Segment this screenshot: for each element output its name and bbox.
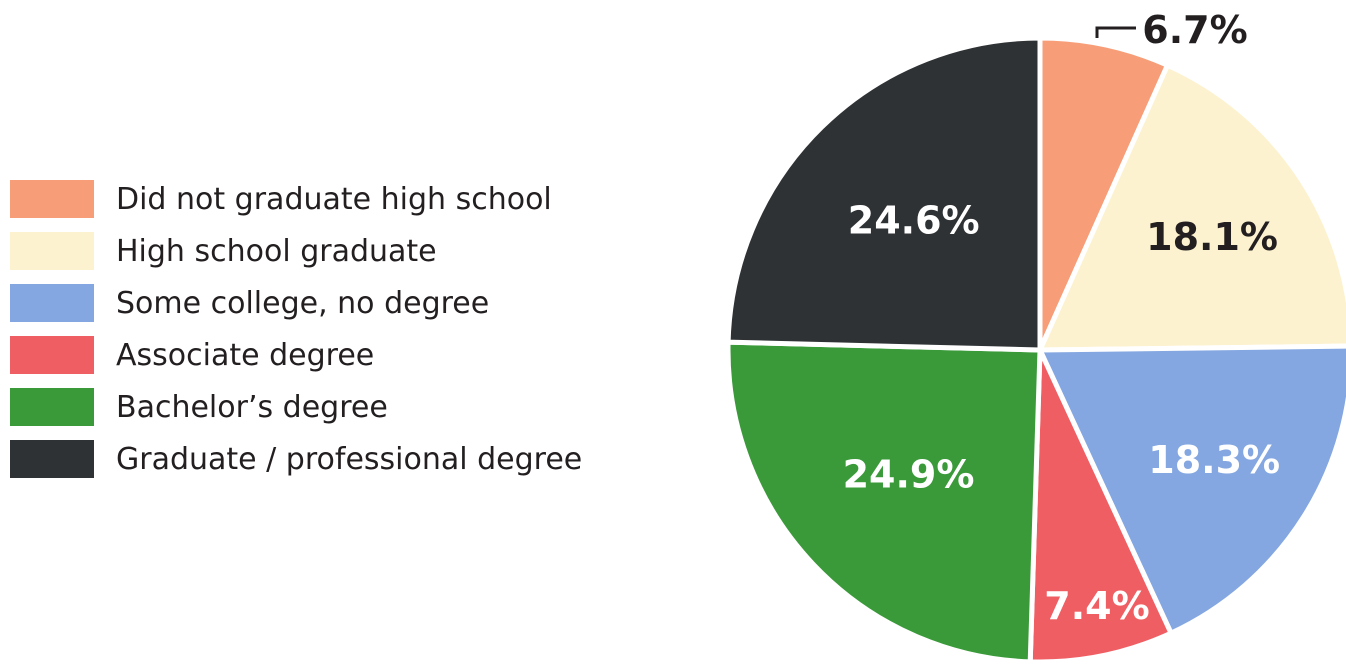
slice-value-label-high-school-graduate: 18.1% bbox=[1146, 215, 1278, 259]
slice-value-label-did-not-graduate-high-school: 6.7% bbox=[1142, 8, 1247, 52]
legend-swatch bbox=[10, 284, 94, 322]
legend-swatch bbox=[10, 180, 94, 218]
legend-label: Some college, no degree bbox=[116, 285, 490, 321]
legend: Did not graduate high school High school … bbox=[10, 173, 650, 485]
legend-swatch bbox=[10, 440, 94, 478]
legend-swatch bbox=[10, 388, 94, 426]
pie-slice-associate-degree bbox=[1027, 348, 1175, 665]
pie-slice-bachelor-s-degree bbox=[725, 339, 1043, 665]
pie-slice-high-school-graduate bbox=[1036, 61, 1346, 353]
legend-item-high-school-graduate: High school graduate bbox=[10, 225, 650, 277]
legend-label: High school graduate bbox=[116, 233, 437, 269]
pie-slices bbox=[725, 35, 1346, 665]
slice-value-label-associate-degree: 7.4% bbox=[1044, 584, 1149, 628]
legend-item-some-college-no-degree: Some college, no degree bbox=[10, 277, 650, 329]
legend-item-graduate-professional-degree: Graduate / professional degree bbox=[10, 433, 650, 485]
pie-slice-labels: 6.7% 18.1% 18.3% 7.4% 24.9% 24.6% bbox=[843, 8, 1281, 628]
legend-label: Did not graduate high school bbox=[116, 181, 552, 217]
slice-value-label-bachelor-s-degree: 24.9% bbox=[843, 452, 975, 496]
pie-slice-did-not-graduate-high-school bbox=[1037, 35, 1171, 352]
legend-swatch bbox=[10, 336, 94, 374]
pie-slice-some-college-no-degree bbox=[1036, 343, 1346, 637]
legend-item-bachelor-s-degree: Bachelor’s degree bbox=[10, 381, 650, 433]
slice-value-label-some-college-no-degree: 18.3% bbox=[1148, 438, 1280, 482]
pie-slice-graduate-professional-degree bbox=[725, 35, 1043, 353]
legend-label: Associate degree bbox=[116, 337, 375, 373]
slice-value-label-graduate-professional-degree: 24.6% bbox=[848, 198, 980, 242]
legend-item-did-not-graduate-high-school: Did not graduate high school bbox=[10, 173, 650, 225]
legend-item-associate-degree: Associate degree bbox=[10, 329, 650, 381]
leader-line bbox=[1095, 26, 1136, 38]
legend-label: Bachelor’s degree bbox=[116, 389, 388, 425]
legend-label: Graduate / professional degree bbox=[116, 441, 583, 477]
legend-swatch bbox=[10, 232, 94, 270]
